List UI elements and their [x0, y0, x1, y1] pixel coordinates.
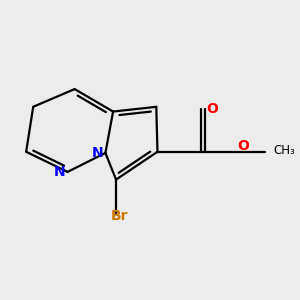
Text: CH₃: CH₃ [273, 144, 295, 157]
Text: O: O [206, 102, 218, 116]
Text: Br: Br [111, 209, 128, 223]
Text: N: N [91, 146, 103, 160]
Text: O: O [237, 139, 249, 153]
Text: N: N [53, 165, 65, 179]
